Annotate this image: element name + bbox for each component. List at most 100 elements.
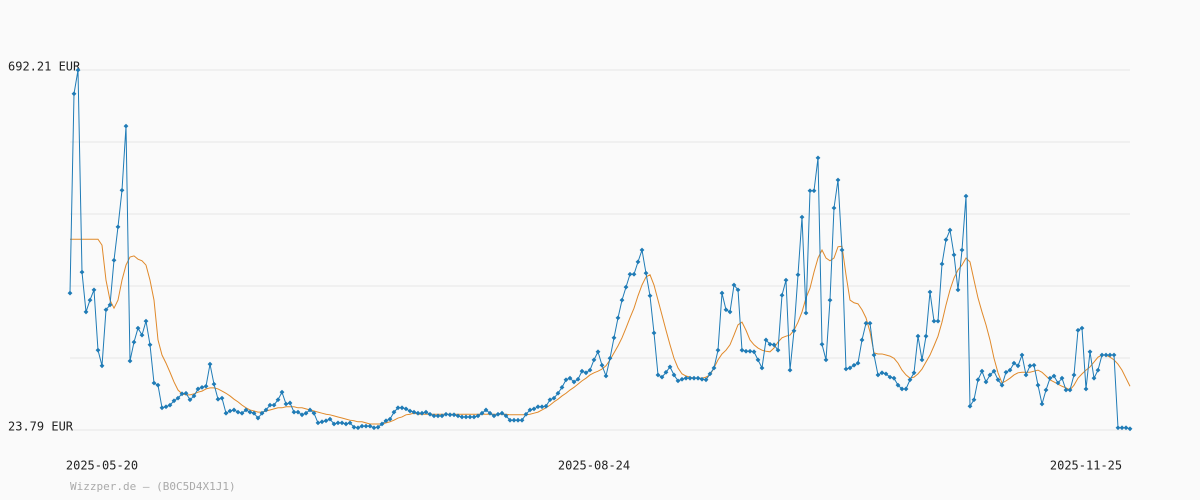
marker — [983, 379, 989, 385]
marker — [219, 395, 225, 401]
marker — [163, 404, 169, 410]
marker — [887, 374, 893, 380]
marker — [1051, 373, 1057, 379]
marker — [503, 413, 509, 419]
marker — [187, 397, 193, 403]
marker — [307, 407, 313, 413]
marker — [387, 416, 393, 422]
marker — [215, 396, 221, 402]
marker — [919, 357, 925, 363]
marker — [523, 411, 529, 417]
marker — [431, 413, 437, 419]
marker — [1103, 352, 1109, 358]
marker — [291, 409, 297, 415]
series-line — [70, 238, 1131, 425]
marker — [339, 420, 345, 426]
marker — [539, 404, 545, 410]
marker — [547, 397, 553, 403]
marker — [359, 423, 365, 429]
marker — [471, 414, 477, 420]
marker — [1055, 380, 1061, 386]
marker — [287, 400, 293, 406]
marker — [779, 292, 785, 298]
marker — [179, 391, 185, 397]
y-tick-label: 692.21 EUR — [8, 60, 81, 74]
marker — [823, 357, 829, 363]
marker — [511, 417, 517, 423]
marker — [83, 309, 89, 315]
marker — [951, 252, 957, 258]
marker — [167, 402, 173, 408]
marker — [367, 423, 373, 429]
marker — [531, 406, 537, 412]
marker — [183, 390, 189, 396]
marker — [575, 376, 581, 382]
marker — [679, 376, 685, 382]
marker — [395, 405, 401, 411]
marker — [807, 188, 813, 194]
marker — [107, 302, 113, 308]
marker — [567, 375, 573, 381]
marker — [443, 411, 449, 417]
marker — [391, 409, 397, 415]
marker — [1011, 360, 1017, 366]
marker — [519, 417, 525, 423]
marker — [587, 367, 593, 373]
marker — [1091, 375, 1097, 381]
marker — [771, 342, 777, 348]
marker — [455, 413, 461, 419]
marker — [123, 123, 129, 129]
marker — [95, 347, 101, 353]
marker — [827, 297, 833, 303]
marker — [871, 352, 877, 358]
marker — [295, 409, 301, 415]
marker — [375, 424, 381, 430]
x-tick-label: 2025-05-20 — [66, 459, 138, 473]
marker — [867, 320, 873, 326]
marker — [579, 368, 585, 374]
marker — [611, 335, 617, 341]
marker — [1111, 352, 1117, 358]
marker — [459, 414, 465, 420]
marker — [715, 347, 721, 353]
marker — [467, 414, 473, 420]
marker — [699, 376, 705, 382]
marker — [719, 290, 725, 296]
marker — [903, 386, 909, 392]
x-tick-label: 2025-11-25 — [1050, 459, 1122, 473]
marker — [399, 405, 405, 411]
marker — [1039, 401, 1045, 407]
marker — [843, 366, 849, 372]
marker — [363, 423, 369, 429]
marker — [1087, 349, 1093, 355]
marker — [619, 297, 625, 303]
marker — [799, 214, 805, 220]
marker — [795, 272, 801, 278]
marker — [943, 237, 949, 243]
marker — [551, 395, 557, 401]
marker — [1023, 372, 1029, 378]
marker — [1015, 363, 1021, 369]
marker — [767, 341, 773, 347]
marker — [1119, 425, 1125, 431]
marker — [999, 382, 1005, 388]
marker — [283, 401, 289, 407]
marker — [835, 177, 841, 183]
marker — [651, 330, 657, 336]
marker — [91, 287, 97, 293]
marker — [747, 348, 753, 354]
marker — [555, 390, 561, 396]
marker — [599, 362, 605, 368]
marker — [439, 413, 445, 419]
marker — [923, 333, 929, 339]
marker — [991, 368, 997, 374]
marker — [335, 420, 341, 426]
marker — [383, 418, 389, 424]
marker — [723, 307, 729, 313]
marker — [255, 415, 261, 421]
marker — [667, 364, 673, 370]
marker — [639, 247, 645, 253]
marker — [691, 375, 697, 381]
marker — [663, 369, 669, 375]
